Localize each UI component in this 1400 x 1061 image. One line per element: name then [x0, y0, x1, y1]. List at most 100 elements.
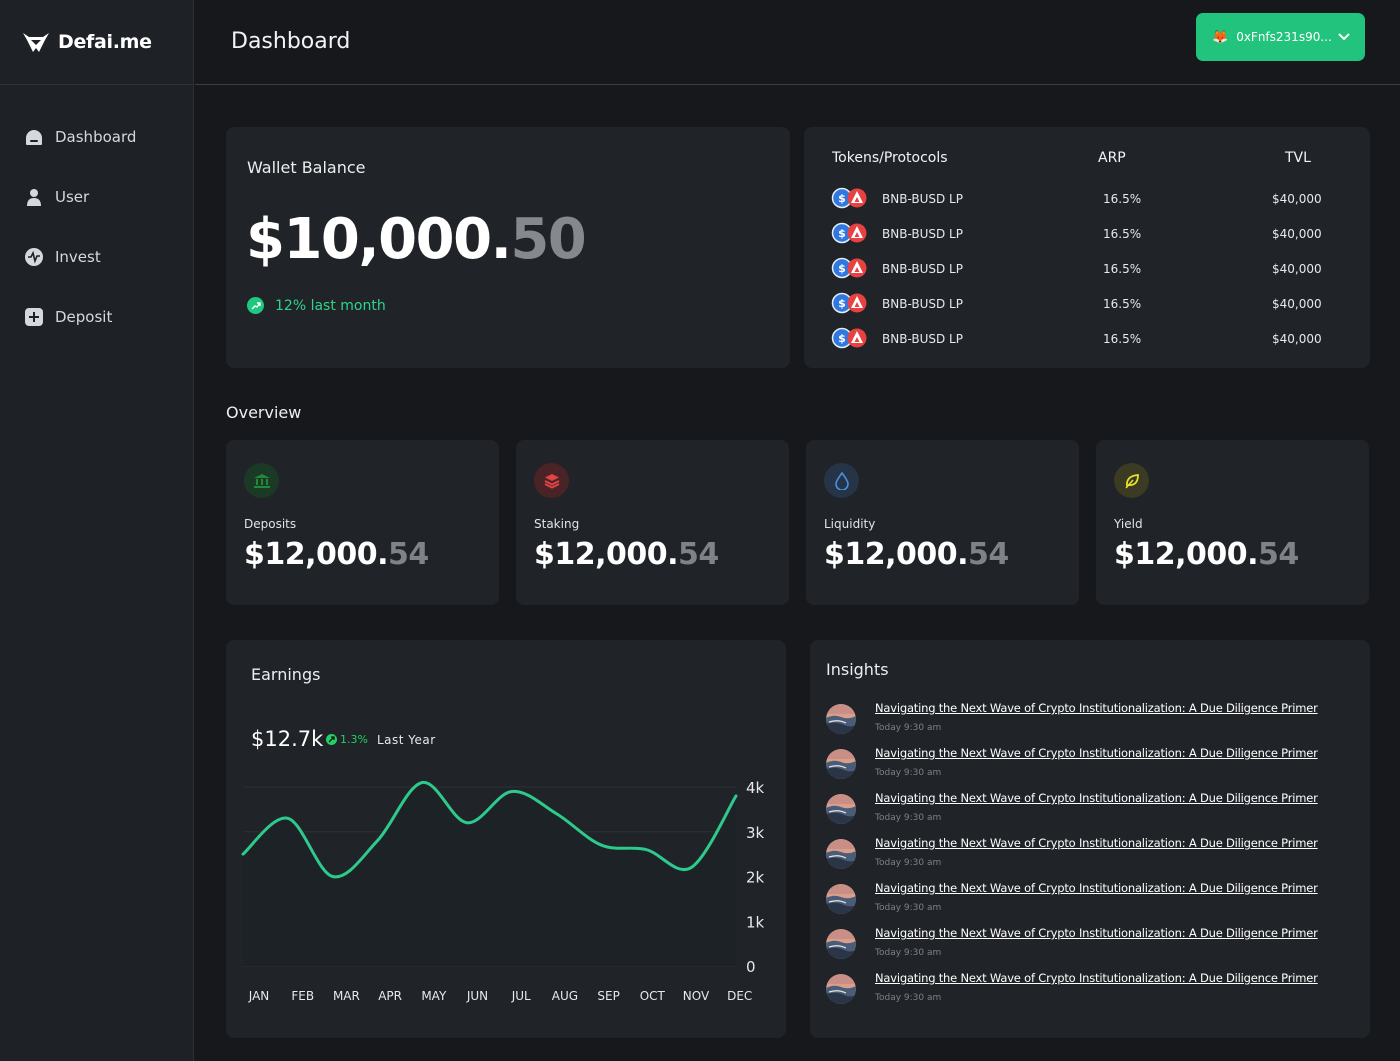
- user-icon: [24, 187, 44, 207]
- earnings-change: 1.3%: [326, 733, 368, 746]
- token-tvl: $40,000: [1272, 227, 1322, 241]
- page-title: Dashboard: [231, 29, 351, 54]
- overview-card-liquidity: Liquidity $12,000.54: [806, 440, 1079, 605]
- overview-value: $12,000.54: [1114, 537, 1299, 572]
- data-point: [689, 866, 693, 870]
- token-pair-icon: $: [831, 292, 867, 314]
- overview-card-yield: Yield $12,000.54: [1096, 440, 1369, 605]
- token-tvl: $40,000: [1272, 297, 1322, 311]
- earnings-series-line: [241, 781, 738, 879]
- data-point: [555, 812, 559, 816]
- overview-value: $12,000.54: [824, 537, 1009, 572]
- sidebar-item-label: User: [55, 188, 90, 206]
- x-tick-label: MAR: [333, 989, 360, 1003]
- list-item: Navigating the Next Wave of Crypto Insti…: [826, 971, 1356, 1011]
- earnings-period: Last Year: [377, 733, 436, 747]
- svg-text:$: $: [838, 262, 846, 275]
- list-item: Navigating the Next Wave of Crypto Insti…: [826, 836, 1356, 876]
- data-point: [510, 789, 514, 793]
- y-tick-label: 4k: [746, 779, 765, 797]
- insight-link[interactable]: Navigating the Next Wave of Crypto Insti…: [875, 836, 1318, 850]
- insight-link[interactable]: Navigating the Next Wave of Crypto Insti…: [875, 701, 1318, 715]
- bull-logo-icon: [23, 33, 49, 52]
- overview-label: Deposits: [244, 517, 297, 531]
- table-row[interactable]: $ BNB-BUSD LP 16.5% $40,000: [804, 292, 1370, 327]
- wallet-trend-text: 12% last month: [275, 297, 386, 314]
- list-item: Navigating the Next Wave of Crypto Insti…: [826, 881, 1356, 921]
- drop-icon: [824, 463, 859, 498]
- earnings-value: $12.7k: [251, 727, 324, 751]
- sidebar-item-dashboard[interactable]: Dashboard: [0, 107, 193, 167]
- sidebar-item-invest[interactable]: Invest: [0, 227, 193, 287]
- leaf-icon: [1114, 463, 1149, 498]
- insight-link[interactable]: Navigating the Next Wave of Crypto Insti…: [875, 926, 1318, 940]
- data-point: [644, 848, 648, 852]
- article-thumbnail-icon: [826, 794, 856, 824]
- insight-link[interactable]: Navigating the Next Wave of Crypto Insti…: [875, 746, 1318, 760]
- sidebar: Defai.me Dashboard User Invest Deposit: [0, 0, 194, 1061]
- article-thumbnail-icon: [826, 884, 856, 914]
- insight-link[interactable]: Navigating the Next Wave of Crypto Insti…: [875, 971, 1318, 985]
- overview-value-main: $12,000.: [244, 537, 389, 572]
- data-point: [331, 875, 335, 879]
- deposit-icon: [24, 307, 44, 327]
- wallet-balance-amount: $10,000.50: [246, 207, 587, 272]
- sidebar-item-label: Deposit: [55, 308, 113, 326]
- table-row[interactable]: $ BNB-BUSD LP 16.5% $40,000: [804, 257, 1370, 292]
- earnings-line-chart: 0 1k 2k 3k 4k JAN FEB MAR APR MAY JUN JUL AUG SEP OCT N…: [241, 779, 765, 1003]
- earnings-change-value: 1.3%: [340, 733, 368, 746]
- sidebar-item-deposit[interactable]: Deposit: [0, 287, 193, 347]
- token-pair-icon: $: [831, 187, 867, 209]
- token-name: BNB-BUSD LP: [882, 192, 963, 206]
- x-tick-label: NOV: [683, 989, 710, 1003]
- insight-link[interactable]: Navigating the Next Wave of Crypto Insti…: [875, 881, 1318, 895]
- x-tick-label: APR: [378, 989, 402, 1003]
- trend-up-icon: [247, 297, 264, 314]
- article-thumbnail-icon: [826, 839, 856, 869]
- overview-card-deposits: Deposits $12,000.54: [226, 440, 499, 605]
- table-row[interactable]: $ BNB-BUSD LP 16.5% $40,000: [804, 327, 1370, 362]
- article-thumbnail-icon: [826, 749, 856, 779]
- overview-value-cents: 54: [388, 537, 429, 572]
- wallet-connect-button[interactable]: 🦊 0xFnfs231s90...: [1196, 13, 1365, 61]
- insight-link[interactable]: Navigating the Next Wave of Crypto Insti…: [875, 791, 1318, 805]
- wallet-trend: 12% last month: [247, 297, 386, 314]
- token-apr: 16.5%: [1103, 192, 1142, 206]
- wallet-balance-title: Wallet Balance: [247, 158, 366, 177]
- token-pair-icon: $: [831, 222, 867, 244]
- data-point: [420, 781, 424, 785]
- token-tvl: $40,000: [1272, 262, 1322, 276]
- insight-time: Today 9:30 am: [875, 948, 942, 958]
- token-apr: 16.5%: [1103, 332, 1142, 346]
- brand[interactable]: Defai.me: [0, 0, 193, 85]
- overview-value-main: $12,000.: [1114, 537, 1259, 572]
- overview-value-main: $12,000.: [824, 537, 969, 572]
- x-tick-label: SEP: [597, 989, 619, 1003]
- token-pair-icon: $: [831, 327, 867, 349]
- insight-time: Today 9:30 am: [875, 858, 942, 868]
- sidebar-item-user[interactable]: User: [0, 167, 193, 227]
- token-apr: 16.5%: [1103, 262, 1142, 276]
- table-row[interactable]: $ BNB-BUSD LP 16.5% $40,000: [804, 222, 1370, 257]
- table-row[interactable]: $ BNB-BUSD LP 16.5% $40,000: [804, 187, 1370, 222]
- data-point: [241, 852, 245, 856]
- x-tick-label: FEB: [291, 989, 314, 1003]
- data-point: [286, 816, 290, 820]
- overview-value: $12,000.54: [244, 537, 429, 572]
- data-point: [600, 843, 604, 847]
- token-apr: 16.5%: [1103, 227, 1142, 241]
- wallet-address: 0xFnfs231s90...: [1236, 30, 1332, 44]
- wallet-balance-card: Wallet Balance $10,000.50 12% last month: [226, 127, 790, 368]
- sidebar-item-label: Invest: [55, 248, 101, 266]
- trend-up-icon: [326, 734, 337, 745]
- overview-value-cents: 54: [1258, 537, 1299, 572]
- x-tick-label: DEC: [727, 989, 752, 1003]
- token-name: BNB-BUSD LP: [882, 332, 963, 346]
- wallet-amount-main: $10,000.: [246, 207, 512, 272]
- article-thumbnail-icon: [826, 974, 856, 1004]
- svg-text:$: $: [838, 332, 846, 345]
- insight-time: Today 9:30 am: [875, 768, 942, 778]
- insight-time: Today 9:30 am: [875, 993, 942, 1003]
- earnings-card: Earnings $12.7k 1.3% Last Year 0 1k 2k 3k 4k…: [226, 640, 786, 1038]
- overview-label: Liquidity: [824, 517, 876, 531]
